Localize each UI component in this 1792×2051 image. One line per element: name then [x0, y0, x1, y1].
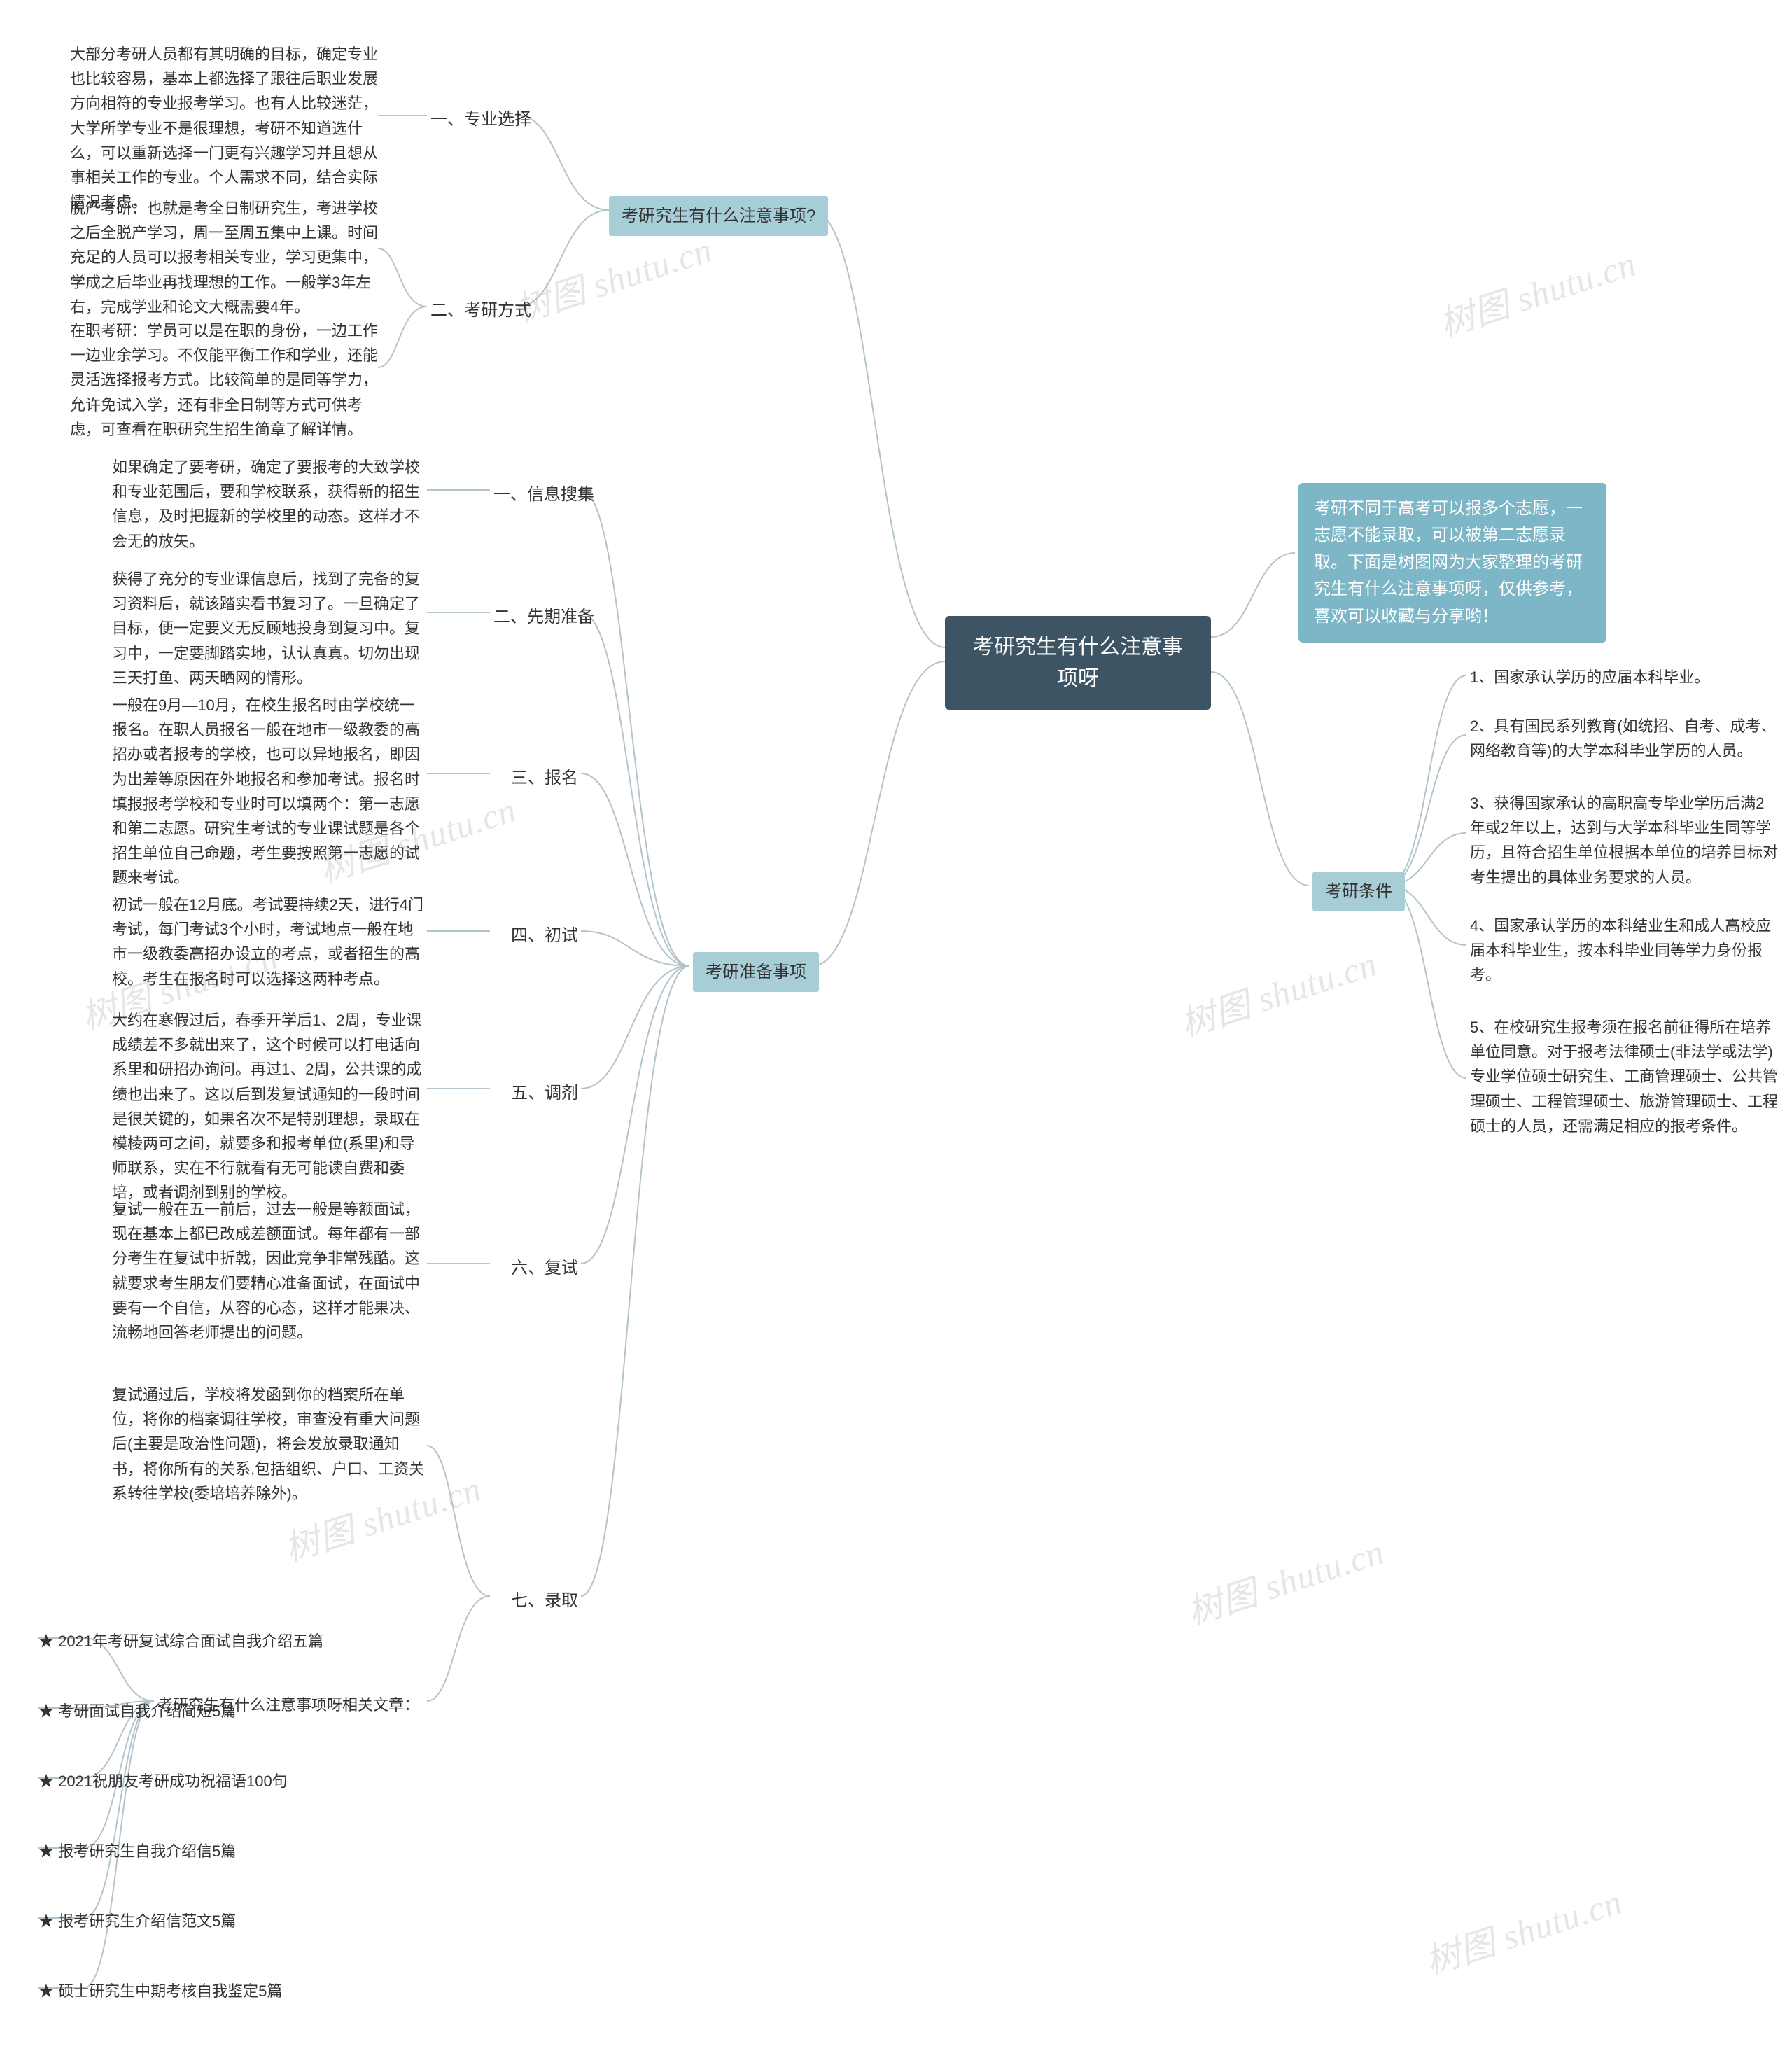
- link-2[interactable]: ★ 考研面试自我介绍简短5篇: [38, 1700, 236, 1723]
- leaf-reg: 一般在9月—10月，在校生报名时由学校统一报名。在职人员报名一般在地市一级教委的…: [112, 693, 427, 890]
- sec-method: 二、考研方式: [430, 298, 531, 323]
- leaf-pre: 获得了充分的专业课信息后，找到了完备的复习资料后，就该踏实看书复习了。一旦确定了…: [112, 567, 427, 690]
- leaf-major: 大部分考研人员都有其明确的目标，确定专业也比较容易，基本上都选择了跟往后职业发展…: [70, 42, 378, 214]
- cond-item-1: 1、国家承认学历的应届本科毕业。: [1470, 665, 1764, 690]
- leaf-info: 如果确定了要考研，确定了要报考的大致学校和专业范围后，要和学校联系，获得新的招生…: [112, 455, 427, 554]
- sec-retest: 六、复试: [511, 1255, 578, 1281]
- cond-item-3: 3、获得国家承认的高职高专毕业学历后满2年或2年以上，达到与大学本科毕业生同等学…: [1470, 791, 1778, 890]
- leaf-init: 初试一般在12月底。考试要持续2天，进行4门考试，每门考试3个小时，考试地点一般…: [112, 892, 427, 991]
- sec-reg: 三、报名: [511, 765, 578, 791]
- leaf-method-a: 脱产考研：也就是考全日制研究生，考进学校之后全脱产学习，周一至周五集中上课。时间…: [70, 196, 378, 319]
- group-notice: 考研究生有什么注意事项?: [609, 196, 828, 236]
- link-3[interactable]: ★ 2021祝朋友考研成功祝福语100句: [38, 1770, 288, 1793]
- link-5[interactable]: ★ 报考研究生介绍信范文5篇: [38, 1910, 236, 1933]
- link-6[interactable]: ★ 硕士研究生中期考核自我鉴定5篇: [38, 1980, 282, 2003]
- cond-item-4: 4、国家承认学历的本科结业生和成人高校应届本科毕业生，按本科毕业同等学力身份报考…: [1470, 913, 1778, 988]
- link-1[interactable]: ★ 2021年考研复试综合面试自我介绍五篇: [38, 1630, 323, 1653]
- group-prep: 考研准备事项: [693, 952, 819, 992]
- link-4[interactable]: ★ 报考研究生自我介绍信5篇: [38, 1840, 236, 1863]
- cond-item-2: 2、具有国民系列教育(如统招、自考、成考、网络教育等)的大学本科毕业学历的人员。: [1470, 714, 1778, 763]
- sec-major: 一、专业选择: [430, 106, 531, 132]
- sec-adj: 五、调剂: [511, 1080, 578, 1106]
- sec-pre: 二、先期准备: [493, 604, 594, 630]
- root-node: 考研究生有什么注意事项呀: [945, 616, 1211, 710]
- watermark: 树图 shutu.cn: [1432, 236, 1642, 347]
- cond-title: 考研条件: [1312, 872, 1405, 911]
- leaf-adj: 大约在寒假过后，春季开学后1、2周，专业课成绩差不多就出来了，这个时候可以打电话…: [112, 1008, 427, 1205]
- leaf-admit-a: 复试通过后，学校将发函到你的档案所在单位，将你的档案调往学校，审查没有重大问题后…: [112, 1382, 427, 1506]
- watermark: 树图 shutu.cn: [1173, 936, 1383, 1047]
- leaf-method-b: 在职考研：学员可以是在职的身份，一边工作一边业余学习。不仅能平衡工作和学业，还能…: [70, 318, 378, 442]
- sec-info: 一、信息搜集: [493, 482, 594, 507]
- cond-item-5: 5、在校研究生报考须在报名前征得所在培养单位同意。对于报考法律硕士(非法学或法学…: [1470, 1015, 1778, 1138]
- sec-init: 四、初试: [511, 923, 578, 948]
- watermark: 树图 shutu.cn: [1418, 1874, 1628, 1985]
- intro-box: 考研不同于高考可以报多个志愿，一志愿不能录取，可以被第二志愿录取。下面是树图网为…: [1298, 483, 1606, 643]
- watermark: 树图 shutu.cn: [508, 222, 718, 333]
- watermark: 树图 shutu.cn: [1180, 1524, 1390, 1635]
- leaf-retest: 复试一般在五一前后，过去一般是等额面试，现在基本上都已改成差额面试。每年都有一部…: [112, 1197, 427, 1345]
- sec-admit: 七、录取: [511, 1588, 578, 1614]
